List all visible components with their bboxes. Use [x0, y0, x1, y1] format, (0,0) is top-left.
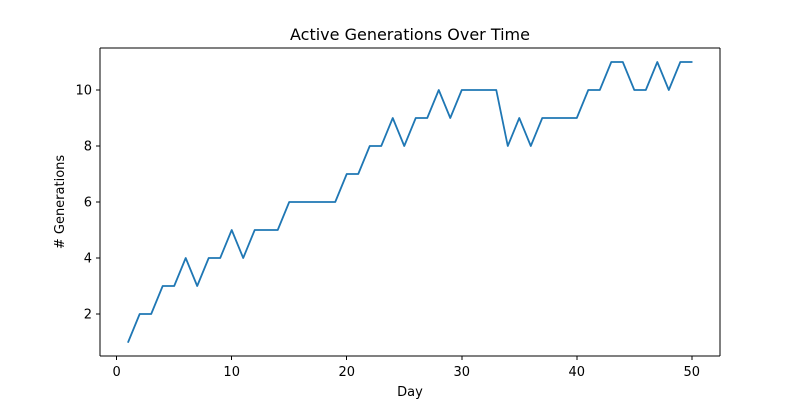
- y-axis-ticks: 2 4 6 8 10: [75, 84, 100, 323]
- x-tick-label: 30: [453, 365, 470, 380]
- y-tick-label: 6: [84, 196, 92, 211]
- x-axis-ticks: 0 10 20 30 40 50: [113, 356, 701, 380]
- x-tick-label: 40: [569, 365, 586, 380]
- series-layer: [127, 61, 693, 343]
- y-tick-label: 2: [84, 308, 92, 323]
- x-tick-label: 0: [113, 365, 121, 380]
- series-line-0: [127, 61, 693, 343]
- x-tick-label: 20: [338, 365, 355, 380]
- y-tick-label: 8: [84, 140, 92, 155]
- y-tick-label: 4: [84, 252, 92, 267]
- x-axis-title: Day: [397, 385, 423, 400]
- x-tick-label: 10: [223, 365, 240, 380]
- axes-frame: [99, 47, 721, 357]
- y-axis-title: # Generations: [53, 155, 68, 250]
- x-tick-label: 50: [684, 365, 701, 380]
- y-tick-label: 10: [75, 84, 92, 99]
- chart-title: Active Generations Over Time: [290, 25, 530, 44]
